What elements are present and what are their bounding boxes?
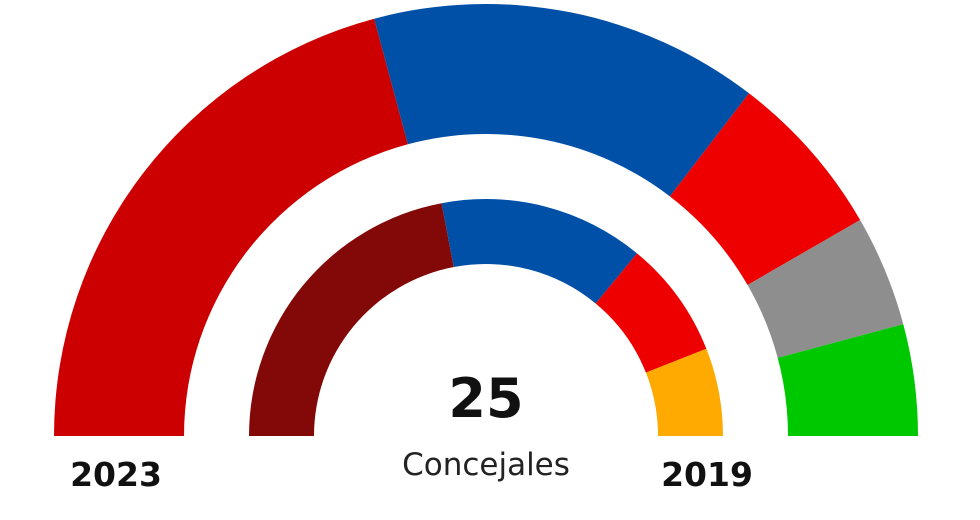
total-seats: 25 — [448, 367, 523, 430]
seat-segment-2023-2 — [374, 4, 749, 197]
inner-ring-year-label: 2019 — [661, 455, 753, 494]
total-label: Concejales — [402, 447, 570, 483]
seat-segment-2023-3 — [669, 93, 861, 285]
seat-segment-2019-3 — [595, 253, 707, 373]
outer-ring-year-label: 2023 — [70, 455, 162, 494]
seat-segment-2023-5 — [777, 324, 918, 436]
seat-segment-2019-2 — [441, 199, 638, 304]
seat-segment-2023-1 — [54, 18, 408, 437]
seat-segment-2019-1 — [249, 203, 454, 436]
ring-2023 — [54, 4, 918, 437]
ring-2019 — [249, 199, 723, 436]
seat-segment-2019-4 — [645, 348, 723, 436]
seat-segment-2023-4 — [747, 220, 904, 358]
